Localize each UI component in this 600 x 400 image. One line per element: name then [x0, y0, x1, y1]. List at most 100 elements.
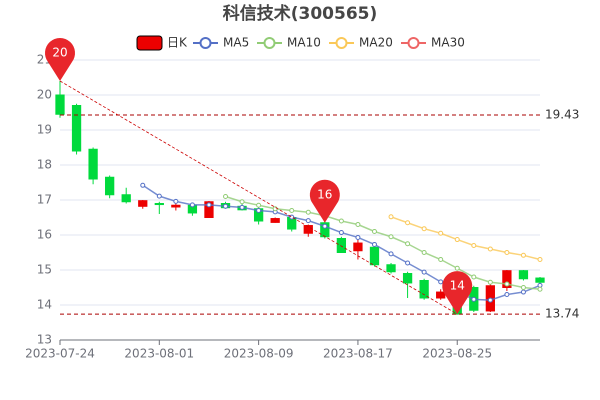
candle-body [402, 273, 413, 284]
x-tick-label: 2023-08-01 [124, 347, 194, 361]
chart-title: 科信技术(300565) [223, 3, 378, 24]
y-tick-label: 17 [37, 193, 52, 207]
ma-point [438, 230, 444, 236]
ma-point [256, 208, 262, 213]
ma-point [322, 223, 328, 229]
legend-label: MA5 [223, 36, 249, 50]
candle-body [55, 94, 65, 115]
ma-point [305, 218, 311, 224]
ma-point [537, 286, 543, 292]
ma-point [239, 199, 245, 205]
ma-point [156, 193, 162, 199]
ma-point [438, 257, 444, 262]
ma-point [487, 297, 493, 303]
ma-point [289, 208, 295, 213]
mark-point-label: 14 [450, 279, 465, 293]
ma-point [371, 241, 377, 247]
ma-point [388, 234, 394, 240]
candle-body [386, 264, 396, 273]
ma-point [520, 252, 526, 258]
ma-point [421, 269, 427, 275]
ma-point [504, 281, 510, 287]
ma-point [471, 296, 477, 302]
ma-point [487, 246, 493, 252]
ma-point [371, 229, 377, 234]
ma-point [471, 243, 477, 248]
candle-body [336, 238, 347, 253]
candle-body [270, 218, 280, 223]
ma-point [223, 194, 229, 199]
y-tick-label: 19 [37, 123, 52, 137]
candle-body [88, 148, 98, 180]
y-tick-label: 20 [37, 88, 52, 102]
ma-point [189, 202, 195, 208]
ma-point [338, 218, 344, 224]
legend-label: MA10 [287, 36, 321, 50]
x-tick-label: 2023-08-09 [224, 347, 294, 361]
x-tick-label: 2023-08-25 [422, 347, 492, 361]
y-tick-label: 15 [37, 263, 52, 277]
x-tick-label: 2023-08-17 [323, 347, 393, 361]
candle-body [518, 270, 529, 280]
ma-point [173, 198, 179, 204]
ma-point [272, 206, 278, 212]
ma-point [388, 214, 394, 220]
candle-body [105, 176, 115, 196]
ma-point [355, 222, 361, 227]
candle-body [171, 204, 181, 208]
ma-point [520, 285, 526, 290]
ma-point [471, 274, 477, 280]
y-tick-label: 13 [37, 333, 52, 347]
candle-body [369, 246, 380, 266]
ma-line [225, 195, 541, 290]
ma-point [487, 279, 493, 285]
legend-icon [263, 37, 276, 49]
ma-point [239, 204, 245, 210]
mark-point [44, 38, 75, 81]
legend-icon [199, 37, 212, 49]
mark-line-label: 19.43 [545, 107, 579, 121]
legend-icon [136, 35, 163, 51]
ma-point [140, 182, 146, 188]
ma-point [421, 226, 427, 232]
mark-point [442, 271, 473, 315]
legend-label: MA30 [431, 36, 465, 50]
legend-label: MA20 [359, 36, 393, 50]
candle-body [502, 270, 512, 289]
ma-point [421, 250, 427, 255]
ma-point [338, 230, 344, 236]
y-tick-label: 14 [37, 298, 52, 312]
y-tick-label: 18 [37, 158, 52, 172]
ma-point [454, 237, 460, 243]
candle-body [154, 203, 164, 206]
candle-body [436, 291, 446, 299]
ma-point [355, 234, 361, 240]
ma-point [223, 203, 229, 209]
ma-point [537, 257, 543, 262]
candle-body [138, 200, 148, 207]
ma-point [405, 220, 411, 226]
ma-point [504, 250, 510, 255]
candle-body [71, 105, 82, 152]
y-tick-label: 16 [37, 228, 52, 242]
legend-label: 日K [167, 36, 188, 50]
ma-point [388, 251, 394, 257]
candle-body [204, 201, 214, 218]
candle-body [535, 277, 545, 283]
mark-point-label: 16 [317, 187, 332, 201]
mark-point-label: 20 [52, 46, 67, 60]
mark-point [309, 179, 340, 223]
ma-point [405, 241, 411, 247]
ma-point [305, 209, 311, 215]
ma-point [520, 289, 526, 295]
legend-icon [407, 37, 420, 49]
candle-body [121, 194, 131, 203]
ma-line [390, 216, 541, 261]
ma-point [454, 265, 460, 271]
ma-point [256, 202, 262, 208]
legend-icon [335, 37, 348, 49]
x-tick-label: 2023-07-24 [25, 347, 95, 361]
mark-line-label: 13.74 [545, 307, 579, 321]
ma-point [438, 279, 444, 285]
